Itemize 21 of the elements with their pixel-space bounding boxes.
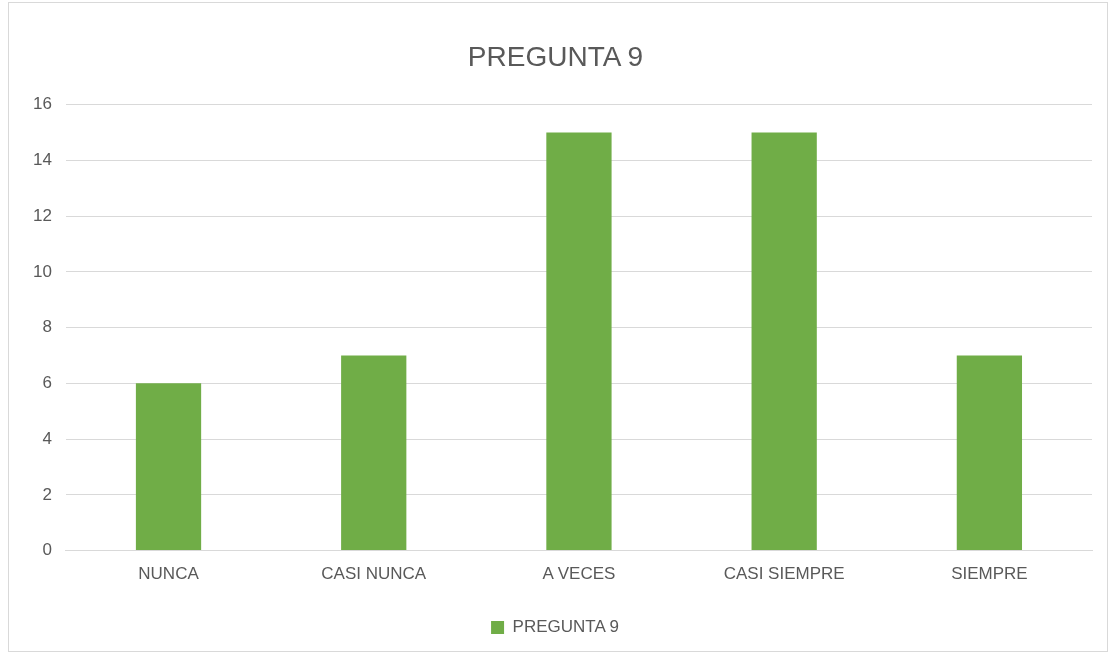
y-tick-label: 12: [32, 205, 52, 225]
bar: [341, 355, 407, 551]
y-tick-label: 2: [42, 484, 52, 504]
legend-label: PREGUNTA 9: [512, 617, 619, 637]
bar: [956, 355, 1023, 551]
x-tick-label: SIEMPRE: [951, 564, 1028, 584]
y-tick-label: 8: [42, 317, 52, 337]
x-tick-label: NUNCA: [138, 564, 200, 584]
y-tick-label: 14: [32, 150, 52, 170]
y-tick-label: 6: [42, 373, 52, 393]
x-tick-label: A VECES: [542, 564, 616, 584]
y-tick-label: 10: [32, 261, 52, 281]
y-tick-label: 4: [42, 428, 52, 448]
x-tick-label: CASI NUNCA: [321, 564, 427, 584]
y-tick-label: 16: [32, 94, 52, 114]
x-tick-label: CASI SIEMPRE: [723, 564, 845, 584]
bar: [751, 132, 817, 551]
chart-title: PREGUNTA 9: [467, 40, 644, 72]
bar: [546, 132, 612, 551]
bar: [135, 383, 202, 551]
y-tick-label: 0: [42, 540, 52, 560]
